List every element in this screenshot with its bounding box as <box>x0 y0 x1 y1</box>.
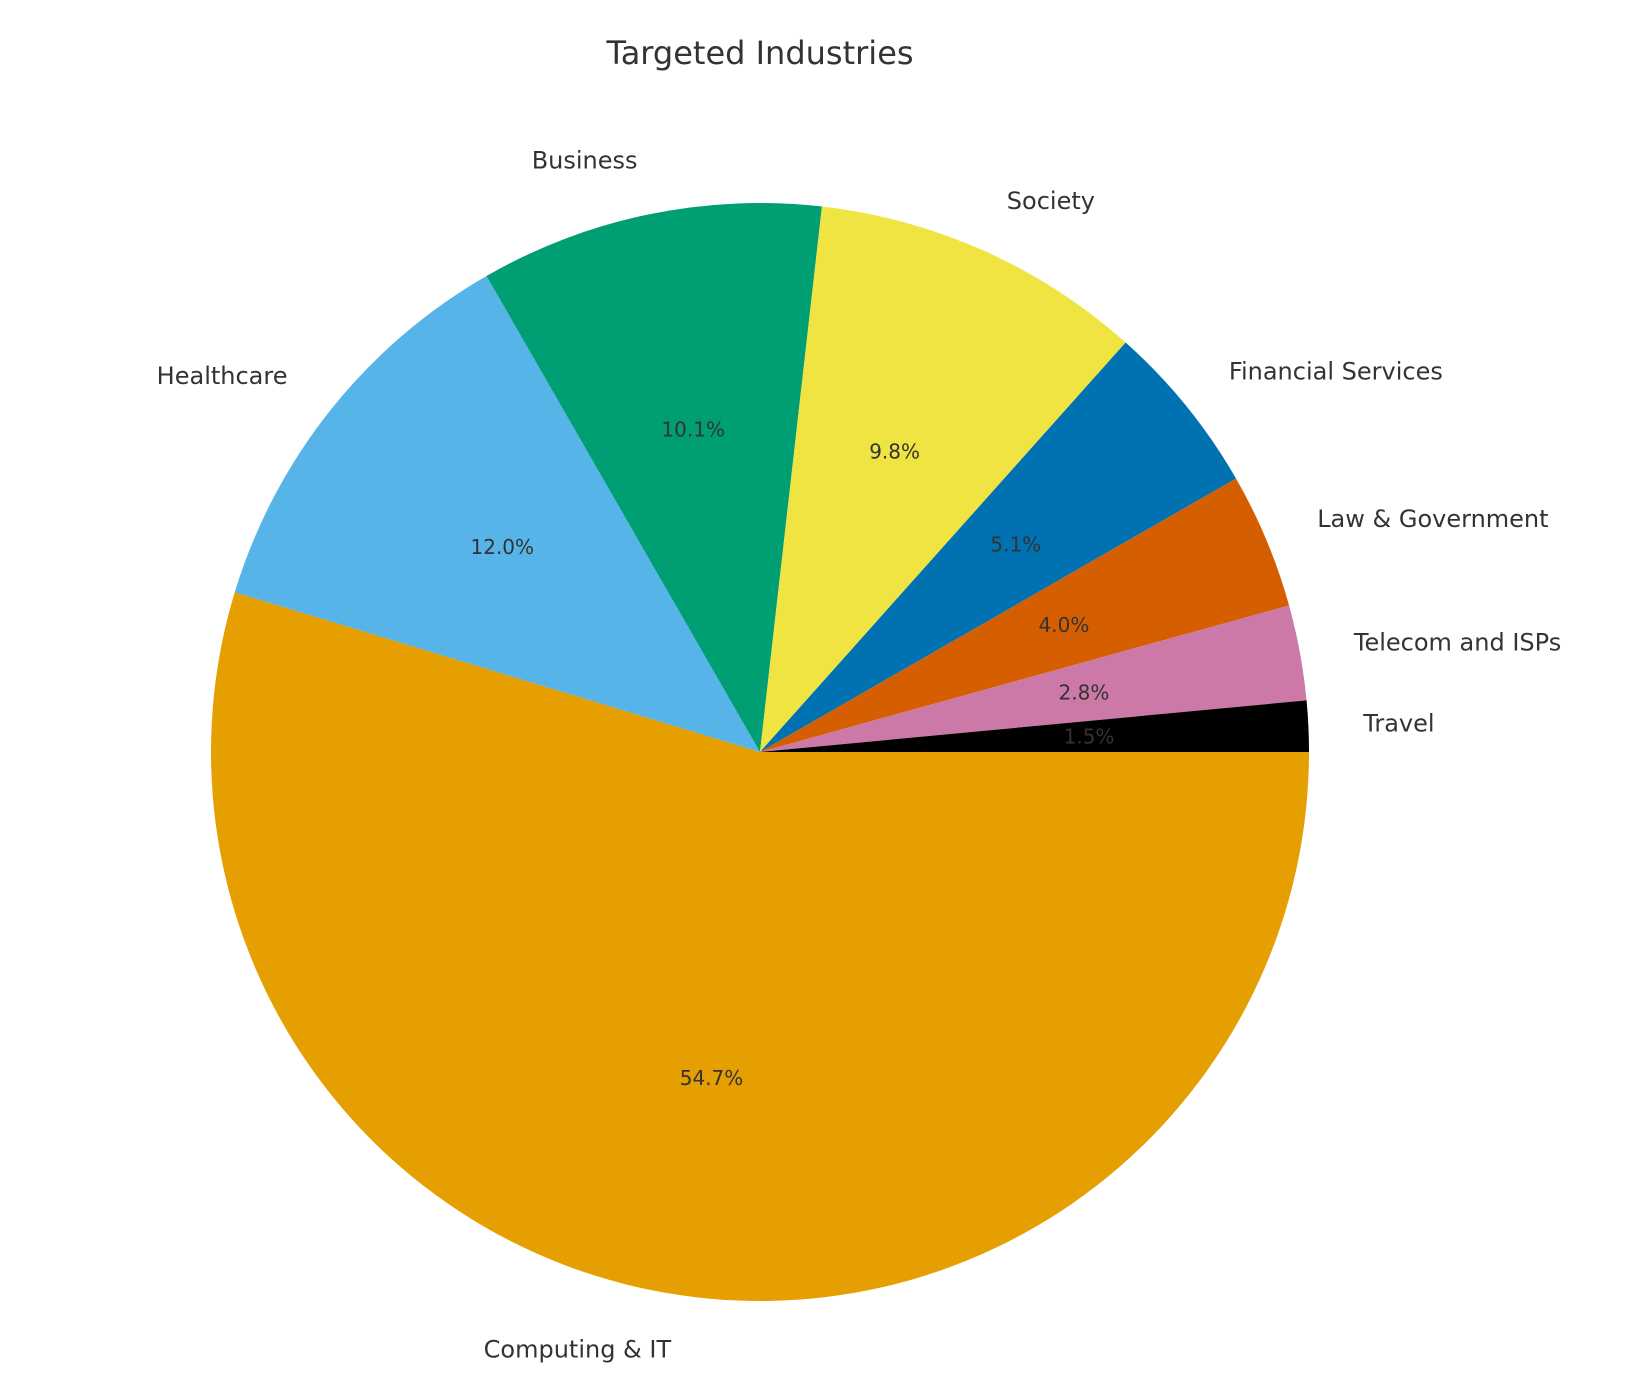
pie-slice-business <box>486 203 822 752</box>
pie-slices <box>210 203 1310 1302</box>
pie-percent-label-society: 9.8% <box>869 439 920 463</box>
pie-percent-label-law-and-government: 4.0% <box>1039 613 1090 637</box>
pie-percent-label-financial-services: 5.1% <box>990 532 1041 556</box>
pie-percent-label-computing-and-it: 54.7% <box>680 1066 744 1090</box>
pie-percent-label-business: 10.1% <box>661 417 725 441</box>
pie-percent-labels: 54.7% 12.0% 10.1% 9.8% 5.1% 4.0% 2.8% 1.5% <box>471 417 1115 1089</box>
pie-percent-label-healthcare: 12.0% <box>471 535 535 559</box>
pie-slice-telecom-and-isps <box>760 605 1307 752</box>
pie-slice-label-business: Business <box>532 147 638 175</box>
chart-title: Targeted Industries <box>605 34 913 72</box>
pie-slice-label-telecom-and-isps: Telecom and ISPs <box>1353 629 1561 657</box>
pie-slice-label-law-and-government: Law & Government <box>1317 505 1548 533</box>
pie-slice-label-travel: Travel <box>1362 710 1434 738</box>
pie-slice-society <box>760 206 1126 752</box>
pie-slice-label-healthcare: Healthcare <box>157 362 288 390</box>
pie-slice-financial-services <box>760 342 1237 752</box>
pie-slice-label-computing-and-it: Computing & IT <box>484 1335 672 1363</box>
pie-percent-label-travel: 1.5% <box>1064 724 1115 748</box>
pie-slice-label-financial-services: Financial Services <box>1229 357 1443 385</box>
pie-slice-computing-and-it <box>210 592 1310 1302</box>
pie-percent-label-telecom-and-isps: 2.8% <box>1059 680 1110 704</box>
pie-slice-healthcare <box>234 275 761 752</box>
pie-slice-law-and-government <box>760 478 1290 752</box>
pie-slice-label-society: Society <box>1007 187 1095 215</box>
pie-slice-travel <box>760 700 1309 752</box>
pie-slice-labels: Computing & IT Healthcare Business Society F… <box>157 147 1562 1364</box>
